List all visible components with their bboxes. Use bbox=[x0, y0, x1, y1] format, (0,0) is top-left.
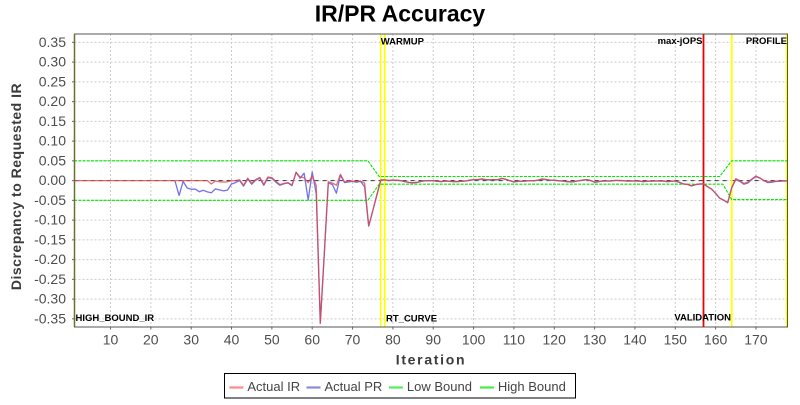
svg-text:Actual IR: Actual IR bbox=[247, 379, 300, 394]
svg-text:30: 30 bbox=[183, 332, 199, 348]
svg-text:-0.20: -0.20 bbox=[34, 251, 66, 267]
svg-text:HIGH_BOUND_IR: HIGH_BOUND_IR bbox=[76, 313, 155, 324]
svg-text:-0.35: -0.35 bbox=[34, 310, 66, 326]
svg-text:-0.30: -0.30 bbox=[34, 291, 66, 307]
svg-text:Actual PR: Actual PR bbox=[325, 379, 383, 394]
svg-text:130: 130 bbox=[583, 332, 607, 348]
svg-text:120: 120 bbox=[543, 332, 567, 348]
svg-text:90: 90 bbox=[425, 332, 441, 348]
svg-text:-0.05: -0.05 bbox=[34, 192, 66, 208]
svg-text:100: 100 bbox=[462, 332, 486, 348]
svg-text:0.35: 0.35 bbox=[39, 34, 66, 50]
svg-text:WARMUP: WARMUP bbox=[381, 37, 425, 48]
svg-text:60: 60 bbox=[304, 332, 320, 348]
svg-text:0.20: 0.20 bbox=[39, 93, 66, 109]
svg-text:0.00: 0.00 bbox=[39, 172, 66, 188]
svg-text:150: 150 bbox=[664, 332, 688, 348]
svg-text:20: 20 bbox=[143, 332, 159, 348]
svg-text:0.05: 0.05 bbox=[39, 152, 66, 168]
svg-text:140: 140 bbox=[623, 332, 647, 348]
svg-text:PROFILE: PROFILE bbox=[746, 36, 787, 47]
svg-text:0.10: 0.10 bbox=[39, 133, 66, 149]
svg-text:80: 80 bbox=[385, 332, 401, 348]
svg-text:VALIDATION: VALIDATION bbox=[674, 313, 731, 324]
svg-text:-0.15: -0.15 bbox=[34, 231, 66, 247]
svg-text:10: 10 bbox=[103, 332, 119, 348]
svg-text:Low Bound: Low Bound bbox=[407, 379, 472, 394]
svg-text:max-jOPS: max-jOPS bbox=[658, 36, 703, 47]
svg-text:0.15: 0.15 bbox=[39, 113, 66, 129]
svg-text:-0.25: -0.25 bbox=[34, 271, 66, 287]
svg-text:0.30: 0.30 bbox=[39, 54, 66, 70]
svg-text:IR/PR Accuracy: IR/PR Accuracy bbox=[315, 1, 486, 27]
svg-text:110: 110 bbox=[503, 332, 526, 348]
svg-text:70: 70 bbox=[345, 332, 361, 348]
svg-text:High Bound: High Bound bbox=[498, 379, 566, 394]
svg-text:40: 40 bbox=[224, 332, 240, 348]
svg-text:170: 170 bbox=[744, 332, 768, 348]
svg-text:Iteration: Iteration bbox=[396, 352, 467, 368]
svg-text:-0.10: -0.10 bbox=[34, 212, 66, 228]
svg-text:Discrepancy to Requested IR: Discrepancy to Requested IR bbox=[8, 83, 24, 290]
svg-text:50: 50 bbox=[264, 332, 280, 348]
svg-text:160: 160 bbox=[704, 332, 728, 348]
svg-text:RT_CURVE: RT_CURVE bbox=[386, 314, 437, 325]
svg-text:0.25: 0.25 bbox=[39, 73, 66, 89]
